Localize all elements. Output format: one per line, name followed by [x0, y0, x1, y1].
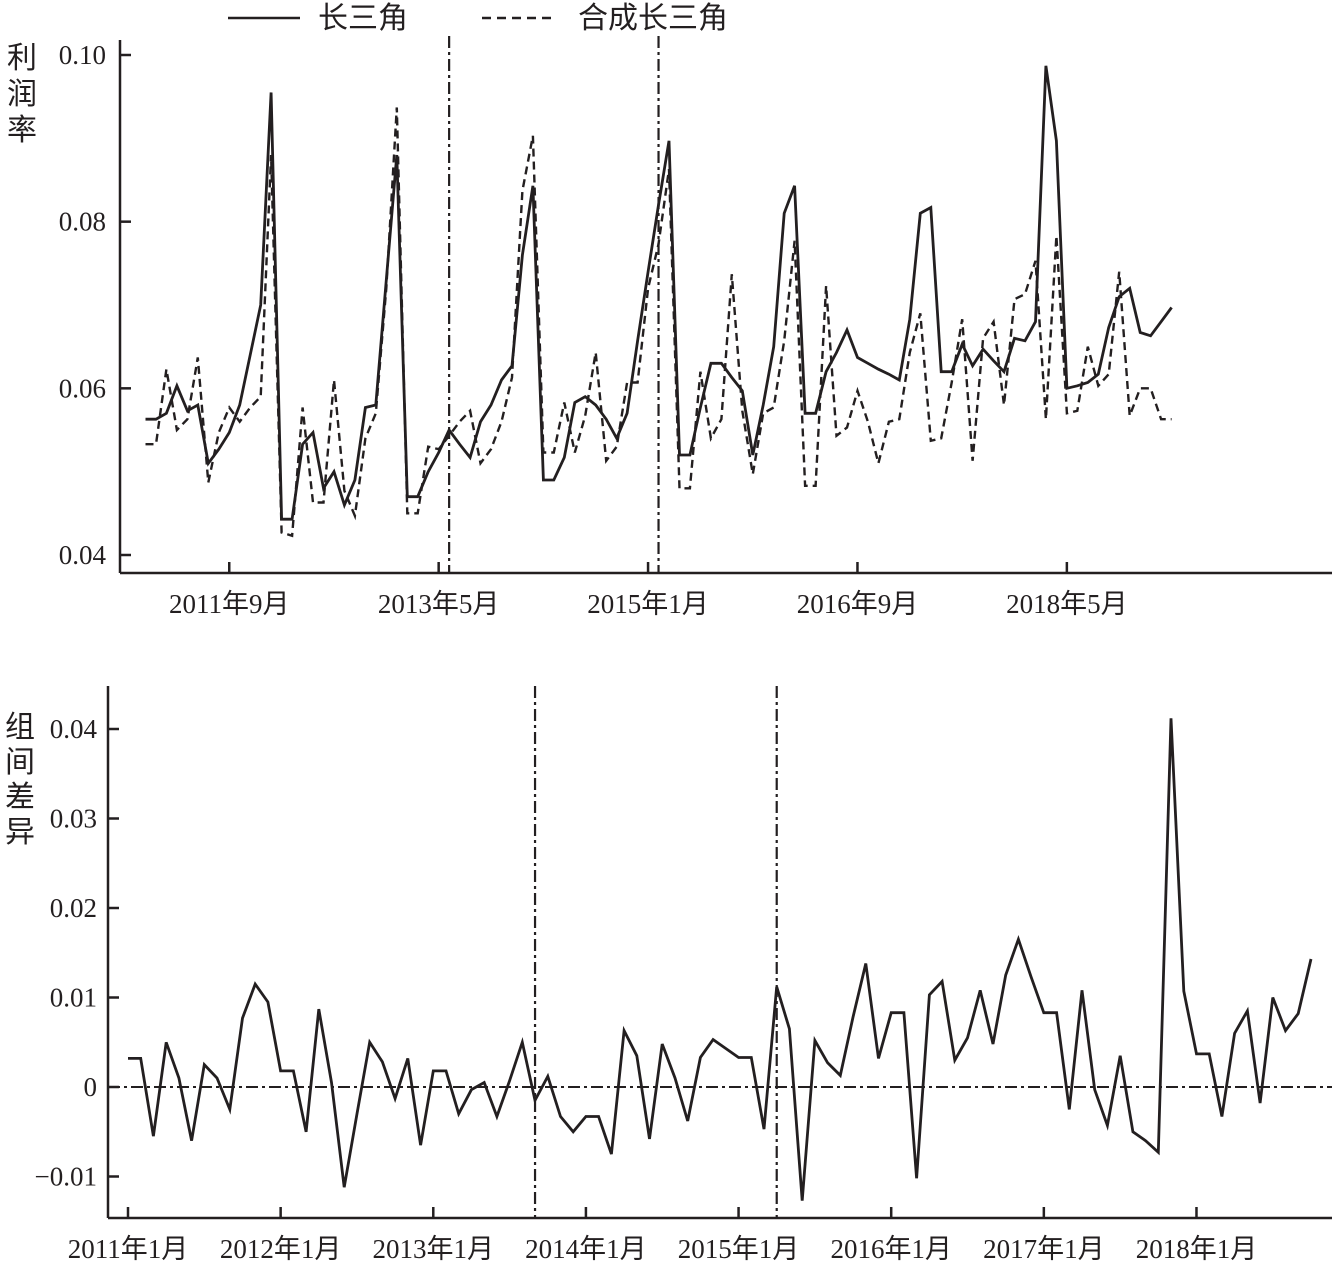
top-x-tick-label: 2015年1月 [587, 589, 709, 619]
bottom-x-tick-label: 2014年1月 [525, 1234, 647, 1264]
bottom-y-tick-label: 0.01 [50, 983, 97, 1013]
top-reference-lines [448, 36, 660, 573]
bottom-y-tick-label: 0.02 [50, 893, 97, 923]
legend-label-solid: 长三角 [318, 2, 408, 35]
bottom-y-axis-label-char: 间 [5, 746, 35, 779]
bottom-y-tick-label: 0.03 [50, 804, 97, 834]
top-y-tick-label: 0.10 [59, 40, 106, 70]
top-x-tick-label: 2016年9月 [797, 589, 919, 619]
bottom-reference-lines [533, 686, 778, 1218]
bottom-y-tick-label: 0.04 [50, 714, 98, 744]
bottom-series [128, 718, 1313, 1201]
legend: 长三角 合成长三角 [228, 2, 728, 35]
top-x-tick-label: 2011年9月 [169, 589, 290, 619]
top-y-axis-label: 利润率 [7, 42, 37, 147]
top-y-axis-label-char: 润 [7, 78, 37, 111]
bottom-x-tick-label: 2016年1月 [830, 1234, 952, 1264]
bottom-x-tick-label: 2015年1月 [678, 1234, 800, 1264]
top-y-tick-label: 0.06 [59, 373, 106, 403]
series-line-dashed [145, 107, 1172, 538]
top-x-tick-label: 2013年5月 [378, 589, 500, 619]
bottom-y-axis-label-char: 组 [5, 711, 35, 744]
top-y-ticks: 0.04 0.06 0.08 0.10 [59, 40, 131, 570]
bottom-y-ticks: −0.01 0 0.01 0.02 0.03 0.04 [35, 714, 119, 1192]
series-line-difference [128, 718, 1313, 1201]
top-y-axis-label-char: 率 [7, 114, 37, 147]
top-series [145, 65, 1173, 538]
bottom-x-ticks: 2011年1月 2012年1月 2013年1月 2014年1月 2015年1月 2016年… [68, 1207, 1257, 1264]
bottom-x-tick-label: 2018年1月 [1136, 1234, 1258, 1264]
top-x-ticks: 2011年9月 2013年5月 2015年1月 2016年9月 2018年5月 [169, 562, 1128, 619]
top-chart: 长三角 合成长三角 利润率 0.040.060.080.10 2011年9月 20… [7, 2, 1332, 619]
legend-label-dashed: 合成长三角 [578, 2, 728, 35]
top-y-tick-label: 0.08 [59, 207, 106, 237]
bottom-y-axis-label-char: 差 [5, 781, 35, 814]
bottom-y-tick-label: 0 [84, 1072, 98, 1102]
bottom-x-tick-label: 2013年1月 [373, 1234, 495, 1264]
bottom-x-tick-label: 2011年1月 [68, 1234, 189, 1264]
top-x-tick-label: 2018年5月 [1006, 589, 1128, 619]
bottom-x-tick-label: 2017年1月 [983, 1234, 1105, 1264]
bottom-y-tick-label: −0.01 [35, 1162, 97, 1192]
top-y-tick-label: 0.04 [59, 540, 107, 570]
bottom-y-axis-label-char: 异 [5, 816, 35, 849]
series-line-solid [145, 65, 1173, 521]
top-y-axis-label-char: 利 [7, 42, 37, 75]
bottom-x-tick-label: 2012年1月 [220, 1234, 342, 1264]
